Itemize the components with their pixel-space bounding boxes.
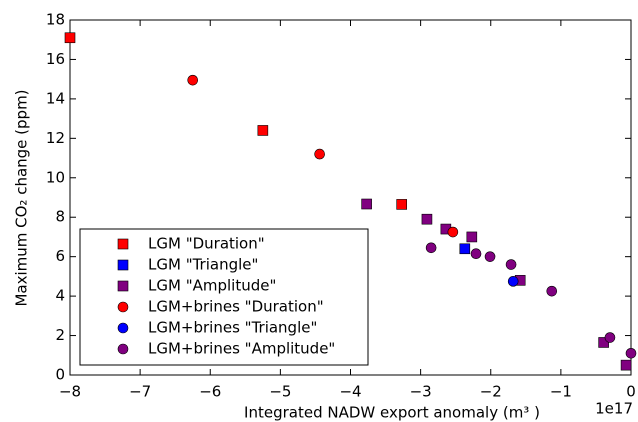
x-tick-label: −4: [339, 383, 361, 401]
point: [466, 231, 478, 243]
legend-marker: [117, 280, 129, 292]
y-tick-label: 0: [55, 366, 65, 384]
legend-box: [79, 228, 369, 366]
point: [459, 243, 471, 255]
x-tick-label: −1: [550, 383, 572, 401]
x-tick-label: −8: [59, 383, 81, 401]
point: [484, 251, 496, 262]
y-tick-label: 4: [55, 287, 65, 305]
point: [470, 248, 482, 260]
point: [425, 242, 437, 254]
plot-frame: [69, 19, 632, 376]
legend-label: LGM "Amplitude": [148, 277, 276, 295]
point: [546, 285, 558, 297]
legend-marker: [117, 322, 129, 334]
point: [447, 226, 459, 238]
point: [625, 348, 637, 359]
legend-marker: [117, 259, 129, 271]
x-axis-label: Integrated NADW export anomaly (m³ ): [244, 404, 540, 422]
y-axis-label: Maximum CO₂ change (ppm): [13, 89, 31, 306]
point: [396, 199, 407, 210]
y-tick-label: 14: [46, 89, 65, 107]
point: [507, 276, 519, 287]
legend-label: LGM+brines "Duration": [148, 298, 324, 316]
point: [187, 74, 199, 86]
point: [314, 148, 325, 160]
legend-marker: [117, 238, 129, 250]
x-offset-label: 1e17: [595, 400, 633, 418]
y-tick-label: 12: [46, 129, 65, 147]
y-tick-label: 2: [55, 326, 65, 344]
x-tick-label: −2: [480, 383, 502, 401]
point: [421, 213, 433, 225]
x-tick-label: −3: [410, 383, 432, 401]
point: [604, 332, 616, 343]
y-tick-label: 18: [46, 11, 65, 29]
legend-label: LGM+brines "Triangle": [148, 319, 317, 337]
point: [64, 32, 76, 44]
x-tick-label: −5: [269, 383, 291, 401]
point: [505, 259, 517, 270]
legend-marker: [117, 301, 129, 313]
point: [361, 198, 372, 210]
x-tick-label: −6: [199, 383, 221, 401]
legend-label: LGM "Duration": [148, 235, 265, 253]
legend-label: LGM+brines "Amplitude": [148, 340, 335, 358]
y-tick-label: 8: [55, 208, 65, 226]
point: [620, 359, 632, 371]
x-tick-label: 0: [626, 383, 636, 401]
point: [257, 125, 269, 136]
legend-label: LGM "Triangle": [148, 256, 258, 274]
y-tick-label: 6: [55, 247, 65, 265]
legend-marker: [117, 343, 129, 355]
y-tick-label: 16: [46, 50, 65, 68]
x-tick-label: −7: [129, 383, 151, 401]
y-tick-label: 10: [46, 168, 65, 186]
